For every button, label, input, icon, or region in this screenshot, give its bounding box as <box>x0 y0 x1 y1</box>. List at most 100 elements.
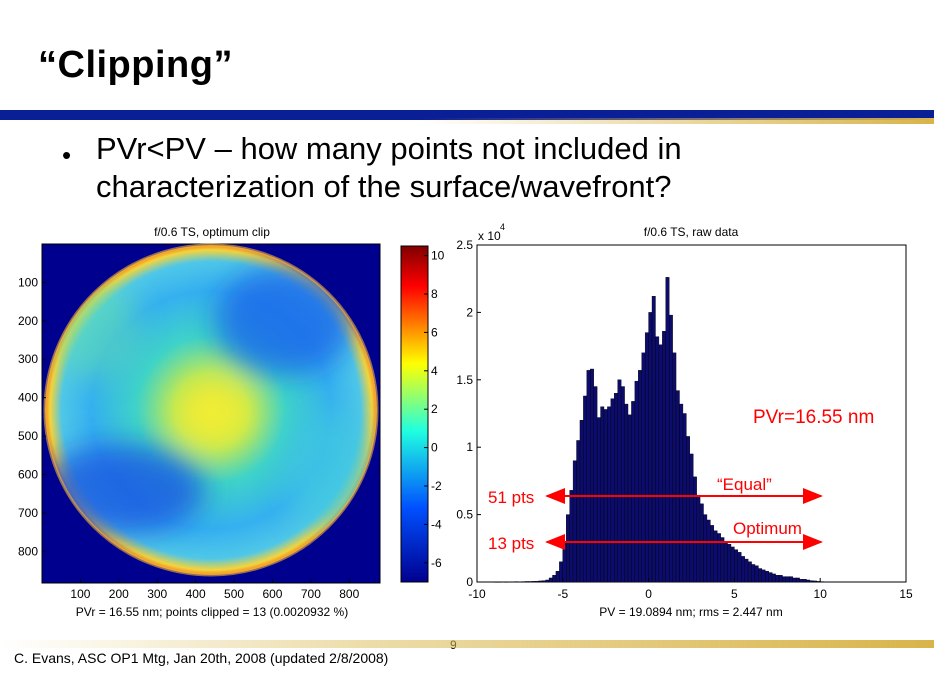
histogram-bar <box>823 581 828 583</box>
histogram-bar <box>693 476 697 583</box>
heatmap-y-tick-label: 600 <box>18 467 38 481</box>
histogram-bar <box>638 370 642 583</box>
histogram-bar <box>538 580 543 583</box>
histogram-bar <box>771 573 776 583</box>
histogram-bar <box>727 544 732 583</box>
histogram-bar <box>744 558 749 583</box>
histogram-bar <box>651 296 656 583</box>
histogram-bar <box>686 436 690 583</box>
histogram-bar <box>820 581 824 583</box>
histogram-bar <box>778 575 783 583</box>
histogram-bar <box>535 580 539 583</box>
histogram-bar <box>751 564 756 583</box>
histogram-bar <box>569 490 574 583</box>
colorbar-tick-label: -4 <box>431 517 442 531</box>
heatmap-chart <box>41 243 381 584</box>
histogram-bar <box>511 581 515 583</box>
heatmap-surface <box>45 245 377 575</box>
histogram-bar <box>789 576 793 583</box>
heatmap-x-tick-label: 200 <box>109 587 129 601</box>
histogram-bar <box>802 579 807 583</box>
heatmap-y-tick-label: 200 <box>18 314 38 328</box>
histogram-bar <box>517 581 522 583</box>
colorbar-tick-label: 6 <box>431 325 438 339</box>
colorbar-tick-label: 10 <box>431 249 445 263</box>
heatmap-y-tick-label: 100 <box>18 275 38 289</box>
histogram-bar <box>617 379 622 583</box>
histogram-y-tick-label: 2 <box>466 305 473 319</box>
histogram-bar <box>562 541 567 583</box>
histogram-bar <box>723 541 728 583</box>
histogram-bar <box>775 575 780 583</box>
histogram-bar <box>548 577 553 583</box>
heatmap-x-tick-label: 600 <box>262 587 282 601</box>
histogram-x-tick-label: 0 <box>645 587 652 601</box>
histogram-bar <box>679 403 684 583</box>
colorbar-tick-label: -6 <box>431 556 442 570</box>
histogram-bar <box>572 460 577 583</box>
histogram-bar <box>720 537 725 583</box>
histogram-title: f/0.6 TS, raw data <box>644 225 739 239</box>
histogram-bar <box>655 336 660 583</box>
histogram-xlabel: PV = 19.0894 nm; rms = 2.447 nm <box>599 605 782 619</box>
histogram-bar <box>559 561 563 583</box>
y-multiplier-exponent: 4 <box>500 222 505 232</box>
histogram-bar <box>521 581 526 583</box>
histogram-bar <box>497 581 502 583</box>
equal-annotation: “Equal” <box>717 475 772 494</box>
histogram-bar <box>696 495 701 583</box>
histogram-bar <box>765 571 769 583</box>
histogram-bar <box>768 572 773 583</box>
histogram-bar <box>730 546 735 583</box>
histogram-bar <box>682 413 687 583</box>
histogram-x-tick-label: 10 <box>814 587 828 601</box>
histogram-y-tick-label: 1 <box>466 440 473 454</box>
histogram-bar <box>500 581 505 583</box>
histogram-bar <box>531 581 536 583</box>
heatmap-y-tick-label: 300 <box>18 352 38 366</box>
histogram-y-tick-label: 0 <box>466 575 473 589</box>
histogram-y-tick-label: 0.5 <box>456 508 473 522</box>
heatmap-title: f/0.6 TS, optimum clip <box>154 225 270 239</box>
histogram-bar <box>782 576 787 583</box>
histogram-bar <box>566 514 570 583</box>
histogram-bar <box>754 565 759 583</box>
histogram-bar <box>596 417 601 583</box>
pts-13-annotation: 13 pts <box>488 534 534 553</box>
histogram-bar <box>631 401 636 583</box>
histogram-bar <box>507 581 512 583</box>
histogram-bar <box>734 549 739 583</box>
heatmap-y-tick-label: 800 <box>18 544 38 558</box>
histogram-x-tick-label: -10 <box>468 587 486 601</box>
heatmap-x-tick-label: 500 <box>224 587 244 601</box>
histogram-bar <box>641 352 646 583</box>
histogram-bar <box>593 386 598 583</box>
heatmap-x-tick-label: 300 <box>147 587 167 601</box>
histogram-bar <box>816 581 821 583</box>
pts-51-annotation: 51 pts <box>488 488 534 507</box>
histogram-bar <box>634 380 639 583</box>
bullet-icon: • <box>62 140 72 170</box>
y-multiplier: x 10 <box>478 229 501 243</box>
histogram-bar <box>658 344 663 583</box>
histogram-bar <box>662 331 666 583</box>
histogram-bar <box>809 580 814 583</box>
histogram-bar <box>542 580 546 583</box>
heatmap-y-tick-label: 700 <box>18 506 38 520</box>
histogram-x-tick-label: 5 <box>731 587 738 601</box>
footer-text: C. Evans, ASC OP1 Mtg, Jan 20th, 2008 (u… <box>14 650 389 666</box>
histogram-bar <box>504 581 509 583</box>
histogram-bar <box>607 406 612 583</box>
histogram-bar <box>610 398 615 583</box>
colorbar-tick-label: 0 <box>431 441 438 455</box>
histogram-y-tick-label: 1.5 <box>456 373 473 387</box>
slide-title: “Clipping” <box>38 44 233 86</box>
histogram-bar <box>620 386 625 583</box>
histogram-bar <box>493 581 498 583</box>
histogram-bar <box>579 420 584 583</box>
colorbar-tick-label: 4 <box>431 364 438 378</box>
histogram-bar <box>576 440 581 583</box>
heatmap-x-tick-label: 100 <box>70 587 90 601</box>
histogram-bar <box>703 514 708 583</box>
histogram-bar <box>761 569 766 583</box>
